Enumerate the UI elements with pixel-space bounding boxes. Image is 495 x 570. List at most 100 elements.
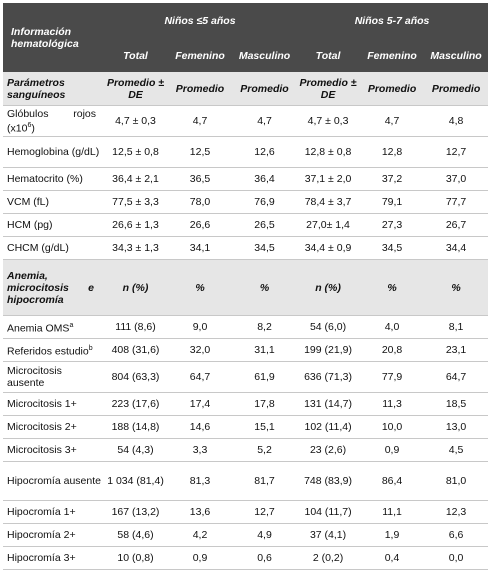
cell: 8,2: [233, 315, 297, 339]
table-row: HCM (pg) 26,6 ± 1,3 26,6 26,5 27,0± 1,4 …: [3, 213, 489, 237]
cell: 12,8 ± 0,8: [296, 136, 361, 168]
cell: 26,5: [233, 213, 297, 237]
cell: 13,0: [424, 415, 489, 439]
row-label: HCM (pg): [3, 213, 104, 237]
row-label: Hematocrito (%): [3, 167, 104, 191]
table-row: CHCM (g/dL) 34,3 ± 1,3 34,1 34,5 34,4 ± …: [3, 236, 489, 260]
table-row: Microcitosis 2+ 188 (14,8) 14,6 15,1 102…: [3, 415, 489, 439]
cell: 34,5: [233, 236, 297, 260]
cell: 26,6: [167, 213, 233, 237]
cell: 1,9: [360, 523, 425, 547]
cell: 23 (2,6): [296, 438, 361, 462]
cell: 8,1: [424, 315, 489, 339]
cell: 1 034 (81,4): [104, 461, 167, 501]
cell: 78,0: [167, 190, 233, 214]
cell: 78,4 ± 3,7: [296, 190, 361, 214]
row-label: Hipocromía 2+: [3, 523, 104, 547]
cell: 17,8: [233, 392, 297, 416]
cell: 13,6: [167, 500, 233, 524]
cell: 4,7 ± 0,3: [104, 105, 167, 137]
cell: 34,4 ± 0,9: [296, 236, 361, 260]
cell: 6,6: [424, 523, 489, 547]
table-row: Hemoglobina (g/dL) 12,5 ± 0,8 12,5 12,6 …: [3, 136, 489, 168]
table-row: Glóbulos rojos (x106) 4,7 ± 0,3 4,7 4,7 4,…: [3, 105, 489, 137]
section-label-line: e: [88, 281, 94, 294]
cell: 81,3: [167, 461, 233, 501]
cell: 86,4: [360, 461, 425, 501]
cell: 223 (17,6): [104, 392, 167, 416]
hematology-table: Información hematológica Niños ≤5 años N…: [3, 3, 489, 570]
cell: 408 (31,6): [104, 338, 167, 362]
row-label: Glóbulos rojos (x106): [3, 105, 104, 137]
header-group-under5: Niños ≤5 años: [164, 15, 236, 27]
cell: 37 (4,1): [296, 523, 361, 547]
cell: 12,5: [167, 136, 233, 168]
cell: 5,2: [233, 438, 297, 462]
row-label: Microcitosis 1+: [3, 392, 104, 416]
row-label: Microcitosis ausente: [3, 361, 104, 393]
row-label: CHCM (g/dL): [3, 236, 104, 260]
cell: 81,7: [233, 461, 297, 501]
header-sub: Total: [315, 49, 341, 62]
cell: 4,0: [360, 315, 425, 339]
cell: 11,1: [360, 500, 425, 524]
table-row: VCM (fL) 77,5 ± 3,3 78,0 76,9 78,4 ± 3,7…: [3, 190, 489, 214]
cell: 61,9: [233, 361, 297, 393]
row-label-sup: b: [88, 344, 93, 352]
table-row: Anemia OMSa 111 (8,6) 9,0 8,2 54 (6,0) 4…: [3, 315, 489, 339]
row-label: Microcitosis 3+: [3, 438, 104, 462]
cell: 37,0: [424, 167, 489, 191]
row-label-text: Referidos estudio: [7, 345, 89, 358]
section-col-header: Promedio ± DE: [296, 72, 361, 106]
row-label-part: Glóbulos: [7, 107, 49, 120]
cell: 12,7: [424, 136, 489, 168]
cell: 11,3: [360, 392, 425, 416]
cell: 23,1: [424, 338, 489, 362]
section-row-blood-params: Parámetros sanguíneos Promedio ± DE Prom…: [3, 72, 489, 106]
cell: 18,5: [424, 392, 489, 416]
row-label-text: Anemia OMS: [7, 322, 70, 335]
row-label-sup: a: [69, 321, 74, 329]
cell: 3,3: [167, 438, 233, 462]
table-row: Hipocromía 1+ 167 (13,2) 13,6 12,7 104 (…: [3, 500, 489, 524]
cell: 36,4: [233, 167, 297, 191]
cell: 64,7: [424, 361, 489, 393]
table-row: Hipocromía ausente 1 034 (81,4) 81,3 81,…: [3, 461, 489, 501]
row-label: Microcitosis 2+: [3, 415, 104, 439]
cell: 9,0: [167, 315, 233, 339]
cell: 12,6: [233, 136, 297, 168]
cell: 10,0: [360, 415, 425, 439]
cell: 4,5: [424, 438, 489, 462]
table-row: Hipocromía 2+ 58 (4,6) 4,2 4,9 37 (4,1) …: [3, 523, 489, 547]
cell: 131 (14,7): [296, 392, 361, 416]
section-col-header: Promedio: [424, 72, 489, 106]
cell: 34,4: [424, 236, 489, 260]
table-row: Microcitosis ausente 804 (63,3) 64,7 61,…: [3, 361, 489, 393]
cell: 54 (6,0): [296, 315, 361, 339]
table-row: Referidos estudiob 408 (31,6) 32,0 31,1 …: [3, 338, 489, 362]
section-col-header: %: [360, 259, 425, 316]
section-col-header: n (%): [296, 259, 361, 316]
cell: 12,5 ± 0,8: [104, 136, 167, 168]
cell: 4,7: [360, 105, 425, 137]
section-label-line: hipocromía: [7, 293, 64, 306]
cell: 77,5 ± 3,3: [104, 190, 167, 214]
row-label: Hemoglobina (g/dL): [3, 136, 104, 168]
section-col-header: %: [167, 259, 233, 316]
header-sub: Femenino: [367, 49, 417, 62]
table-row: Hematocrito (%) 36,4 ± 2,1 36,5 36,4 37,…: [3, 167, 489, 191]
row-label: Hipocromía 1+: [3, 500, 104, 524]
cell: 15,1: [233, 415, 297, 439]
cell: 37,1 ± 2,0: [296, 167, 361, 191]
row-label-sup: 6: [27, 121, 32, 129]
section-row-anemia: Anemia, microcitosis e hipocromía n (%) %…: [3, 259, 489, 316]
header-sub: Femenino: [175, 49, 225, 62]
row-label-part: (x10: [7, 122, 28, 135]
cell: 167 (13,2): [104, 500, 167, 524]
cell: 199 (21,9): [296, 338, 361, 362]
cell: 26,7: [424, 213, 489, 237]
row-label-part: rojos: [73, 107, 96, 120]
cell: 26,6 ± 1,3: [104, 213, 167, 237]
header-row-groups: Información hematológica Niños ≤5 años N…: [3, 3, 489, 50]
cell: 36,5: [167, 167, 233, 191]
